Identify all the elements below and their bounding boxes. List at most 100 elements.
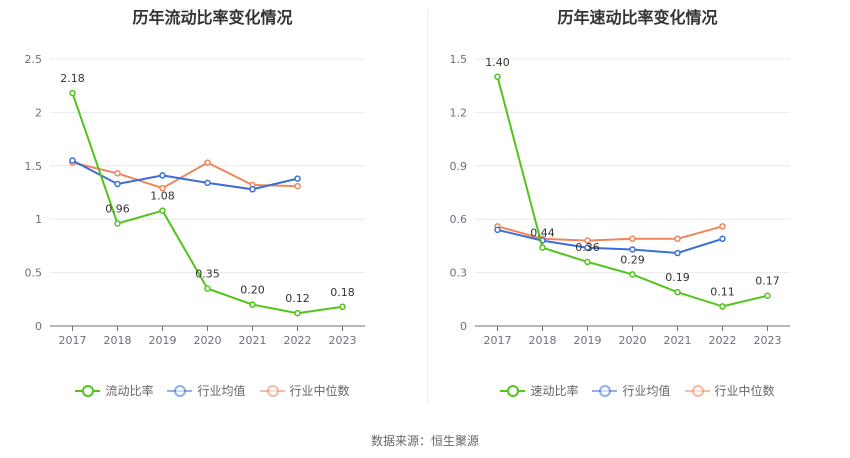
legend-line-dot-icon — [684, 384, 710, 398]
data-label: 0.18 — [330, 286, 355, 299]
legend-label: 行业中位数 — [714, 384, 775, 398]
data-label: 1.40 — [485, 56, 510, 69]
data-point — [114, 170, 121, 177]
quick-ratio-chart: 历年速动比率变化情况 0 0.3 0.6 0.9 1.2 1.5 2017 2018 2019 2… — [425, 0, 850, 410]
chart-title: 历年速动比率变化情况 — [557, 8, 718, 27]
data-point — [494, 73, 501, 81]
series-line — [72, 159, 298, 191]
legend-line-dot-icon — [167, 384, 193, 398]
y-tick-label: 1.5 — [450, 53, 468, 66]
data-point — [674, 288, 681, 296]
data-label: 0.17 — [755, 275, 780, 288]
legend-label: 行业均值 — [197, 384, 246, 398]
series-line — [497, 225, 723, 242]
data-point — [539, 244, 546, 251]
y-tick-label: 0 — [460, 320, 467, 333]
y-tick-label: 2.5 — [25, 53, 43, 66]
data-point — [674, 235, 681, 243]
legend-item[interactable]: 流动比率 — [75, 382, 153, 399]
data-point — [764, 292, 771, 299]
data-point — [494, 226, 501, 234]
x-tick-label: 2020 — [194, 334, 222, 347]
y-tick-label: 1 — [35, 213, 42, 226]
y-tick-label: 1.2 — [450, 106, 468, 119]
data-point — [114, 180, 121, 188]
x-tick-label: 2018 — [104, 334, 132, 347]
legend-item[interactable]: 行业中位数 — [259, 382, 350, 399]
x-tick-label: 2018 — [529, 334, 557, 347]
legend-line-dot-icon — [259, 384, 285, 398]
chart-legend: 流动比率 行业均值 行业中位数 — [0, 382, 425, 399]
legend-label: 流动比率 — [105, 384, 154, 398]
legend-line-dot-icon — [75, 384, 101, 398]
chart-divider — [427, 10, 428, 405]
legend-item[interactable]: 行业中位数 — [684, 382, 775, 399]
legend-item[interactable]: 行业均值 — [592, 382, 671, 399]
current-ratio-chart: 历年流动比率变化情况 0 0.5 1 1.5 2 2.5 2017 2018 2019 2020 2… — [0, 0, 425, 410]
legend-line-dot-icon — [500, 384, 526, 398]
data-label: 0.12 — [285, 292, 310, 305]
data-point — [584, 244, 591, 251]
data-point — [69, 89, 76, 97]
data-label: 0.19 — [665, 271, 690, 284]
data-label: 0.36 — [575, 241, 600, 254]
data-label: 1.08 — [150, 190, 175, 203]
legend-line-dot-icon — [592, 384, 618, 398]
data-point — [719, 303, 726, 310]
y-tick-label: 2 — [35, 106, 42, 119]
data-point — [674, 249, 681, 257]
data-label: 0.44 — [530, 227, 555, 240]
chart-plot-area: 0 0.5 1 1.5 2 2.5 2017 2018 2019 2020 2021 2022 2023… — [25, 53, 365, 347]
data-source-note: 数据来源：恒生聚源 — [370, 434, 479, 448]
x-tick-label: 2017 — [484, 334, 512, 347]
y-tick-label: 0 — [35, 320, 42, 333]
data-point — [629, 271, 636, 278]
data-point — [294, 182, 301, 190]
data-point — [249, 186, 256, 193]
y-tick-label: 0.9 — [450, 160, 468, 173]
data-point — [249, 301, 256, 308]
data-label: 0.96 — [105, 202, 130, 215]
chart-legend: 速动比率 行业均值 行业中位数 — [425, 382, 850, 399]
series-line — [72, 161, 298, 190]
data-label: 0.29 — [620, 253, 645, 266]
data-point — [204, 179, 211, 187]
data-point — [69, 157, 76, 164]
y-tick-label: 0.6 — [450, 213, 468, 226]
x-tick-label: 2020 — [619, 334, 647, 347]
x-tick-label: 2017 — [59, 334, 87, 347]
data-label: 0.20 — [240, 284, 265, 297]
legend-item[interactable]: 行业均值 — [167, 382, 246, 399]
x-tick-label: 2019 — [574, 334, 602, 347]
chart-title: 历年流动比率变化情况 — [132, 8, 293, 27]
x-tick-label: 2023 — [754, 334, 782, 347]
y-tick-label: 0.5 — [25, 267, 43, 280]
data-point — [159, 207, 166, 214]
data-point — [114, 220, 121, 227]
legend-label: 行业中位数 — [289, 384, 350, 398]
data-label: 2.18 — [60, 72, 85, 85]
x-tick-label: 2019 — [149, 334, 177, 347]
x-tick-label: 2022 — [709, 334, 737, 347]
data-point — [204, 285, 211, 292]
data-point — [159, 172, 166, 179]
series-line — [497, 228, 723, 255]
legend-label: 行业均值 — [622, 384, 671, 398]
legend-label: 速动比率 — [530, 384, 579, 398]
y-tick-label: 1.5 — [25, 160, 43, 173]
legend-item[interactable]: 速动比率 — [500, 382, 578, 399]
x-tick-label: 2023 — [329, 334, 357, 347]
data-point — [339, 303, 346, 311]
data-point — [719, 235, 726, 243]
data-label: 0.35 — [195, 268, 220, 281]
data-point — [629, 246, 636, 253]
data-point — [159, 184, 166, 192]
data-point — [719, 223, 726, 230]
data-point — [584, 258, 591, 266]
data-point — [204, 159, 211, 166]
y-tick-label: 0.3 — [450, 267, 468, 280]
x-tick-label: 2022 — [284, 334, 312, 347]
data-label: 0.11 — [710, 285, 735, 298]
data-point — [584, 237, 591, 244]
x-tick-label: 2021 — [239, 334, 267, 347]
